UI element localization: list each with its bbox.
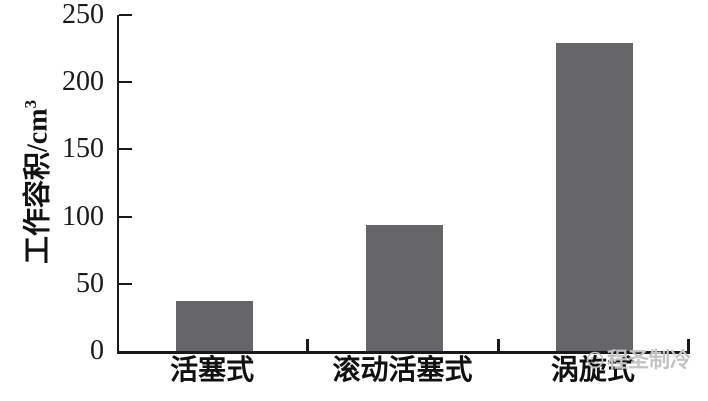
- y-tick-label: 50: [76, 267, 104, 299]
- x-category-label: 滚动活塞式: [332, 355, 473, 386]
- y-tick-mark: [119, 282, 132, 285]
- x-tick-mark: [687, 339, 690, 351]
- x-tick-mark: [496, 339, 500, 351]
- x-tick-mark: [306, 339, 310, 351]
- y-tick-label: 0: [90, 335, 104, 366]
- y-tick-label: 200: [62, 66, 104, 98]
- y-axis-title-exponent: 3: [21, 100, 40, 109]
- y-axis-title-text: 工作容积/cm: [22, 108, 54, 264]
- bar-3: [556, 43, 634, 351]
- bar-1: [175, 301, 253, 351]
- y-tick-label: 150: [62, 133, 104, 165]
- plot-area: [117, 14, 690, 354]
- y-tick-mark: [119, 14, 132, 16]
- y-tick-mark: [119, 81, 132, 84]
- x-category-label: 涡旋式: [550, 355, 635, 386]
- x-category-label: 活塞式: [170, 355, 255, 386]
- y-tick-mark: [119, 148, 132, 151]
- y-tick-label: 100: [62, 200, 104, 232]
- y-tick-label: 250: [62, 0, 104, 30]
- bar-2: [366, 224, 443, 351]
- y-tick-mark: [119, 215, 132, 218]
